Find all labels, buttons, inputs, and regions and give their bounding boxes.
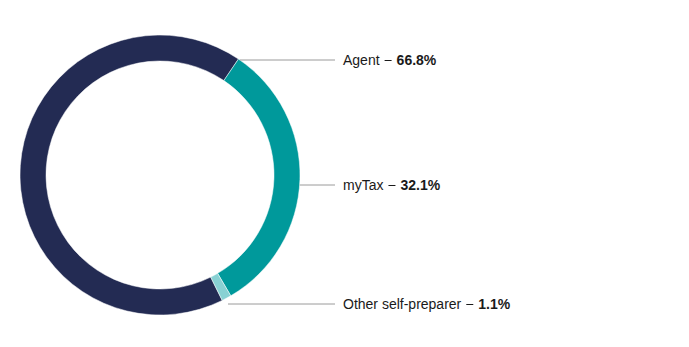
slice <box>218 59 300 296</box>
category-label: Other self-preparer <box>343 296 462 312</box>
category-label: Agent <box>343 52 380 68</box>
data-label: 32.1% <box>400 177 440 193</box>
separator <box>388 185 395 186</box>
data-label: 1.1% <box>478 296 510 312</box>
separator <box>466 304 473 305</box>
chart: Agent 66.8% myTax 32.1% Other self-preparer 1… <box>0 0 689 347</box>
leader-line <box>300 185 335 186</box>
separator <box>385 60 392 61</box>
leader-line <box>240 60 335 61</box>
leader-line <box>228 304 335 305</box>
data-label: 66.8% <box>397 52 437 68</box>
slice <box>20 35 238 315</box>
slices <box>20 35 300 315</box>
slice <box>211 273 231 300</box>
category-label: myTax <box>343 177 383 193</box>
